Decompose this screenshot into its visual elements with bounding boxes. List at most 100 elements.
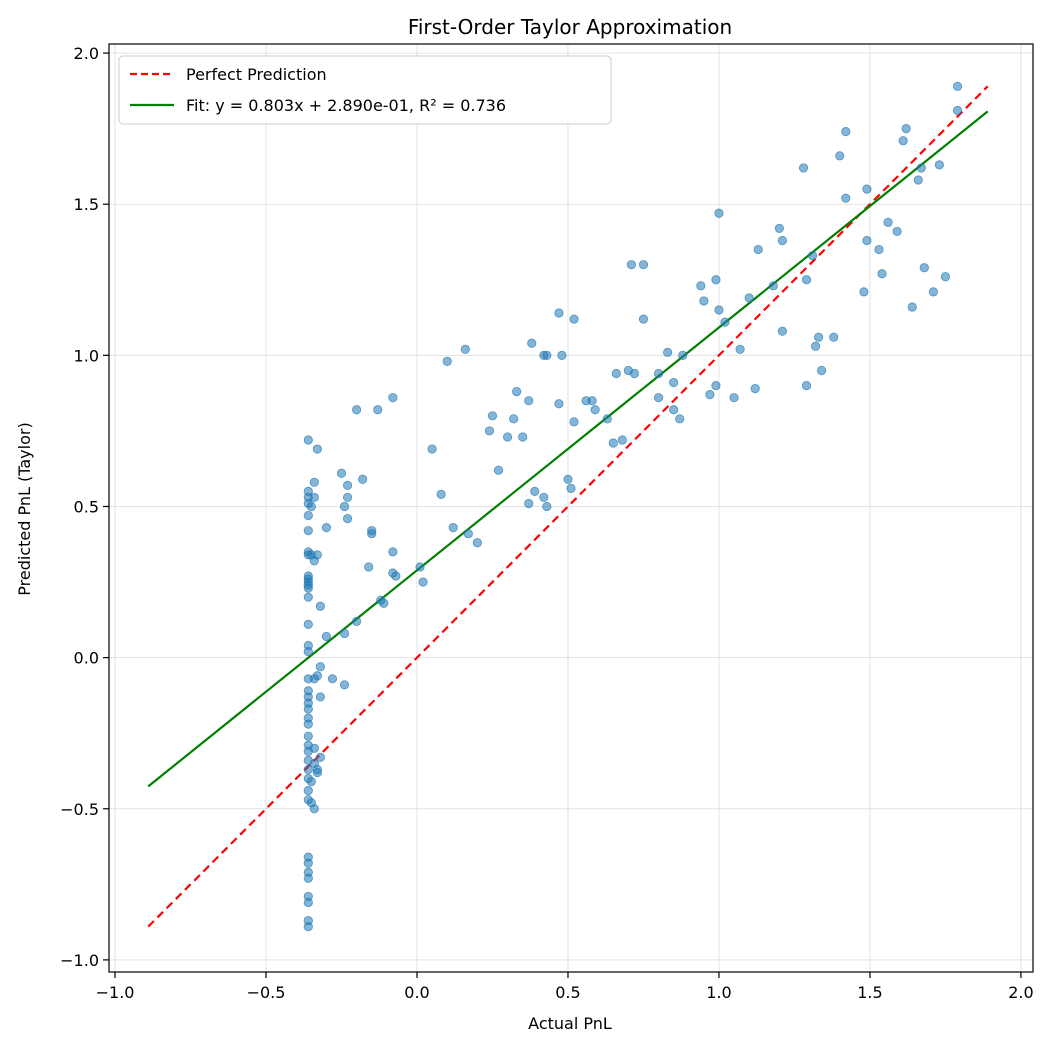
scatter-point <box>342 513 353 524</box>
scatter-point <box>303 704 313 714</box>
scatter-point <box>557 350 567 360</box>
scatter-point <box>777 326 787 336</box>
scatter-point <box>303 764 313 775</box>
scatter-point <box>358 474 368 484</box>
scatter-point <box>512 387 522 397</box>
scatter-point <box>373 405 383 415</box>
scatter-point <box>321 523 332 533</box>
scatter-point <box>487 411 498 421</box>
scatter-point <box>342 480 353 490</box>
scatter-point <box>315 601 325 611</box>
scatter-point <box>696 281 706 291</box>
grid-lines <box>109 44 1033 972</box>
scatter-point <box>303 583 313 593</box>
scatter-point <box>952 105 963 116</box>
scatter-point <box>502 432 513 442</box>
scatter-point <box>312 764 322 775</box>
x-tick-label: 2.0 <box>1008 983 1033 1002</box>
scatter-point <box>339 628 350 639</box>
scatter-point <box>563 474 573 484</box>
scatter-point <box>352 405 362 415</box>
y-tick-label: 1.0 <box>74 346 99 365</box>
scatter-point <box>524 396 534 406</box>
x-tick-label: 0.0 <box>404 983 429 1002</box>
scatter-point <box>901 124 911 134</box>
scatter-point <box>653 368 664 379</box>
scatter-point <box>509 414 519 424</box>
scatter-point <box>364 562 374 572</box>
scatter-point <box>427 444 437 454</box>
scatter-point <box>883 217 893 227</box>
scatter-point <box>303 922 313 932</box>
scatter-point <box>309 492 319 503</box>
scatter-point <box>638 314 649 324</box>
scatter-point <box>542 501 552 512</box>
scatter-point <box>339 501 350 512</box>
scatter-point <box>877 269 887 279</box>
scatter-point <box>327 674 338 684</box>
scatter-point <box>484 426 495 436</box>
scatter-point <box>753 244 763 255</box>
scatter-point <box>916 163 926 173</box>
scatter-point <box>750 383 760 394</box>
reference-lines <box>147 85 989 928</box>
scatter-point <box>309 804 319 814</box>
scatter-point <box>874 244 884 255</box>
scatter-point <box>705 390 715 400</box>
scatter-point <box>303 646 313 657</box>
scatter-point <box>859 287 869 297</box>
scatter-point <box>518 432 528 442</box>
scatter-point <box>768 281 778 291</box>
scatter-point <box>312 550 322 560</box>
y-axis-label: Predicted PnL (Taylor) <box>15 422 34 595</box>
scatter-point <box>303 719 313 729</box>
scatter-point <box>303 619 313 629</box>
scatter-point <box>810 341 821 351</box>
scatter-point <box>524 498 534 509</box>
scatter-point <box>919 263 929 273</box>
scatter-point <box>303 897 313 908</box>
scatter-point <box>744 293 754 303</box>
scatter-point <box>617 435 627 445</box>
y-tick-label: 2.0 <box>74 44 99 63</box>
y-tick-label: −1.0 <box>60 951 99 970</box>
x-tick-label: 1.0 <box>706 983 731 1002</box>
scatter-point <box>463 529 473 539</box>
scatter-point <box>339 680 350 690</box>
scatter-point <box>448 523 458 533</box>
x-axis-ticks: −1.0 −0.5 0.0 0.5 1.0 1.5 2.0 <box>96 972 1034 1002</box>
scatter-point <box>367 526 377 536</box>
scatter-point <box>315 692 325 702</box>
scatter-point <box>315 662 325 672</box>
scatter-point <box>602 414 612 424</box>
scatter-point <box>913 175 923 185</box>
scatter-point <box>729 393 739 403</box>
scatter-point <box>841 127 851 137</box>
scatter-point <box>629 368 640 379</box>
scatter-point <box>711 275 721 285</box>
scatter-point <box>442 356 452 366</box>
scatter-point <box>611 368 621 379</box>
scatter-point <box>309 743 319 753</box>
scatter-point <box>669 377 679 388</box>
scatter-point <box>418 577 428 587</box>
scatter-point <box>699 296 709 306</box>
scatter-point <box>714 305 724 315</box>
scatter-point <box>892 226 902 237</box>
scatter-point <box>934 160 944 170</box>
scatter-point <box>907 302 917 312</box>
scatter-point <box>303 858 313 868</box>
legend-label-fit: Fit: y = 0.803x + 2.890e-01, R² = 0.736 <box>186 96 506 115</box>
scatter-point <box>306 501 316 512</box>
legend-label-perfect: Perfect Prediction <box>186 65 327 84</box>
scatter-point <box>952 81 963 91</box>
scatter-point <box>777 235 787 246</box>
scatter-point <box>566 483 576 493</box>
scatter-point <box>638 260 649 270</box>
legend: Perfect Prediction Fit: y = 0.803x + 2.8… <box>118 55 612 125</box>
scatter-point <box>342 492 353 503</box>
x-tick-label: −1.0 <box>96 983 135 1002</box>
scatter-point <box>940 272 951 282</box>
scatter-points <box>303 81 963 932</box>
scatter-point <box>590 405 600 415</box>
